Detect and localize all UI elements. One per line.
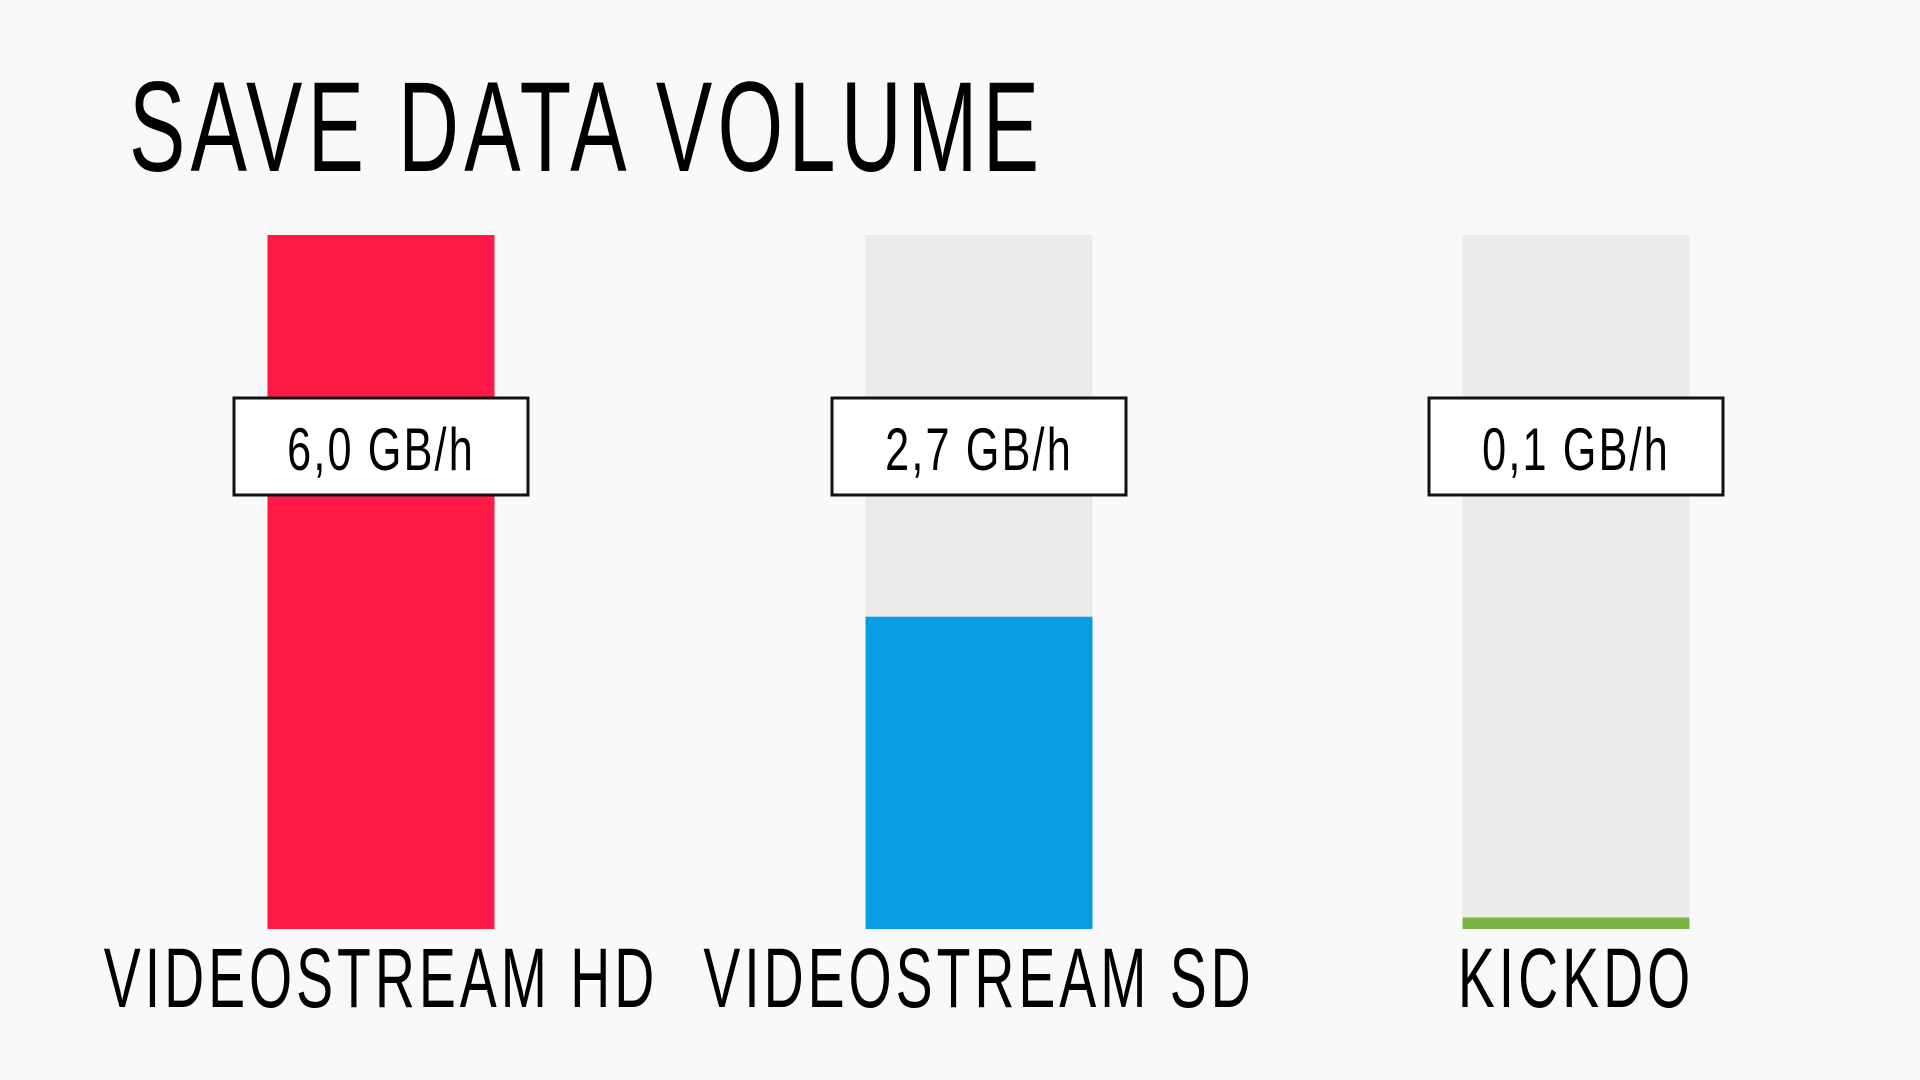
x-tick-label: VIDEOSTREAM HD (104, 933, 658, 1026)
x-tick-label: KICKDO (1458, 933, 1694, 1026)
bar-track (1462, 235, 1690, 929)
bar (1462, 917, 1690, 929)
value-label: 2,7 GB/h (885, 417, 1073, 484)
chart-title: SAVE DATA VOLUME (129, 55, 1044, 198)
value-label-box (1427, 396, 1725, 497)
value-label: 0,1 GB/h (1482, 417, 1670, 484)
value-label-box (232, 396, 530, 497)
bar (865, 616, 1093, 929)
x-tick-label: VIDEOSTREAM SD (703, 933, 1254, 1026)
value-label: 6,0 GB/h (287, 417, 475, 484)
value-label-box (830, 396, 1128, 497)
bar (267, 235, 495, 929)
